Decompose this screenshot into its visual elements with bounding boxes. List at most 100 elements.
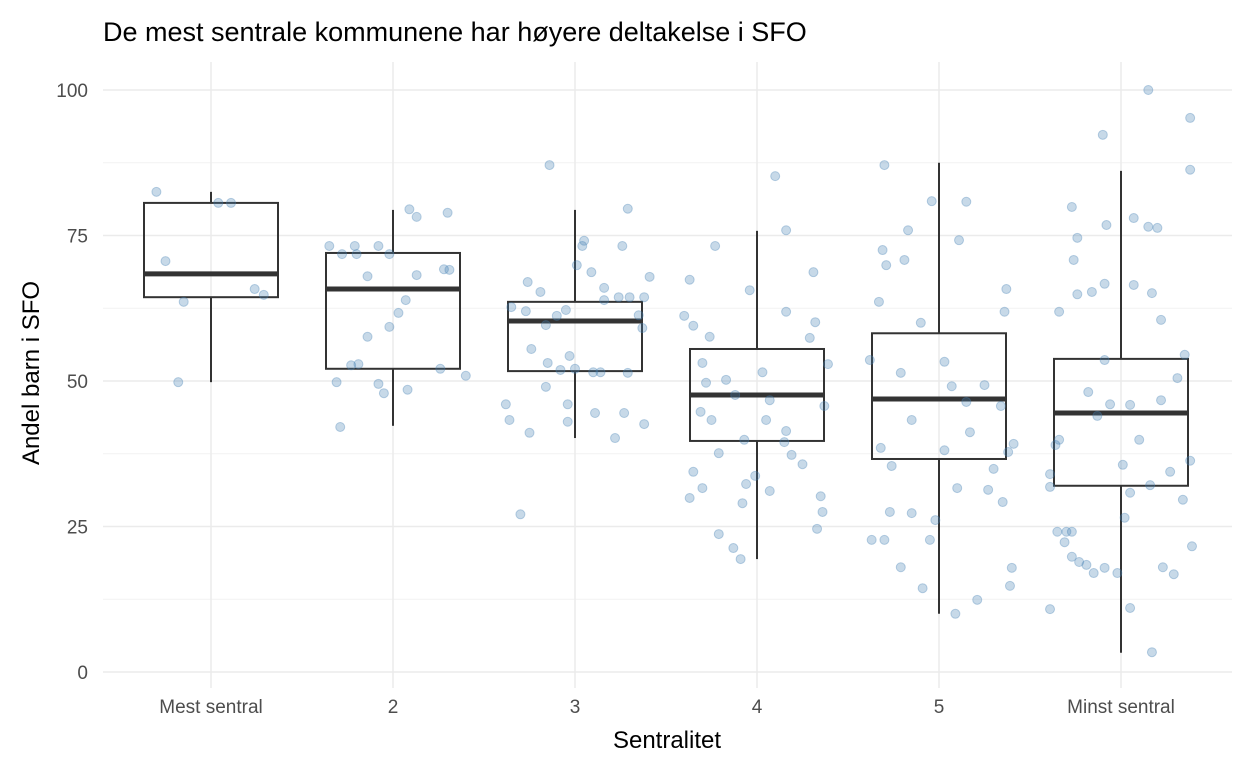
data-point — [1066, 201, 1077, 212]
data-point — [730, 389, 741, 400]
data-point — [815, 491, 826, 502]
data-point — [411, 211, 422, 222]
data-point — [917, 583, 928, 594]
data-point — [706, 414, 717, 425]
data-point — [1045, 604, 1056, 615]
box — [507, 300, 643, 373]
data-point — [688, 466, 699, 477]
data-point — [995, 401, 1006, 412]
x-tick-label: 5 — [934, 697, 945, 718]
data-point — [895, 562, 906, 573]
data-point — [644, 271, 655, 282]
data-point — [335, 421, 346, 432]
data-point — [524, 427, 535, 438]
data-point — [737, 498, 748, 509]
data-point — [540, 320, 551, 331]
data-point — [1081, 559, 1092, 570]
data-point — [808, 267, 819, 278]
data-point — [1008, 438, 1019, 449]
data-point — [750, 470, 761, 481]
box — [1053, 357, 1189, 487]
data-point — [819, 401, 830, 412]
data-point — [1125, 487, 1136, 498]
data-point — [701, 377, 712, 388]
data-point — [1185, 455, 1196, 466]
data-point — [939, 445, 950, 456]
data-point — [1097, 129, 1108, 140]
data-point — [1066, 551, 1077, 562]
chart-title: De mest sentrale kommunene har høyere de… — [103, 17, 807, 47]
data-point — [961, 196, 972, 207]
data-point — [1050, 440, 1061, 451]
data-point — [1099, 562, 1110, 573]
data-point — [639, 292, 650, 303]
data-point — [713, 448, 724, 459]
data-point — [1177, 494, 1188, 505]
data-point — [679, 310, 690, 321]
data-point — [173, 377, 184, 388]
data-point — [817, 506, 828, 517]
data-point — [324, 240, 335, 251]
data-point — [952, 483, 963, 494]
data-point — [460, 370, 471, 381]
data-point — [160, 256, 171, 267]
data-point — [613, 292, 624, 303]
data-point — [595, 367, 606, 378]
data-point — [1066, 526, 1077, 537]
data-point — [351, 249, 362, 260]
data-point — [1125, 602, 1136, 613]
data-point — [781, 306, 792, 317]
data-point — [695, 406, 706, 417]
data-point — [588, 367, 599, 378]
data-point — [1105, 399, 1116, 410]
data-point — [864, 355, 875, 366]
data-point — [1003, 447, 1014, 458]
data-point — [1172, 373, 1183, 384]
data-point — [624, 292, 635, 303]
data-point — [1165, 466, 1176, 477]
data-point — [226, 197, 237, 208]
data-point — [988, 463, 999, 474]
data-point — [346, 360, 357, 371]
data-point — [739, 434, 750, 445]
data-point — [1185, 164, 1196, 175]
data-point — [961, 396, 972, 407]
data-point — [930, 515, 941, 526]
box — [871, 332, 1007, 460]
y-tick-label: 50 — [67, 372, 88, 393]
data-point — [906, 508, 917, 519]
data-point — [875, 442, 886, 453]
data-point — [1186, 541, 1197, 552]
data-point — [622, 203, 633, 214]
data-point — [526, 343, 537, 354]
data-point — [964, 427, 975, 438]
data-point — [1004, 580, 1015, 591]
boxes — [143, 162, 1189, 653]
data-point — [1157, 562, 1168, 573]
data-point — [562, 416, 573, 427]
data-point — [384, 321, 395, 332]
data-point — [522, 277, 533, 288]
data-point — [1143, 221, 1154, 232]
data-point — [881, 260, 892, 271]
data-point — [950, 608, 961, 619]
data-point — [1179, 349, 1190, 360]
data-point — [258, 289, 269, 300]
data-point — [622, 367, 633, 378]
data-point — [710, 240, 721, 251]
data-point — [744, 285, 755, 296]
x-axis-title: Sentralitet — [613, 727, 721, 754]
data-point — [757, 367, 768, 378]
data-point — [786, 449, 797, 460]
data-point — [1099, 278, 1110, 289]
data-point — [535, 286, 546, 297]
x-tick-label: 4 — [752, 697, 763, 718]
data-point — [688, 320, 699, 331]
data-point — [1074, 557, 1085, 568]
y-tick-label: 75 — [67, 227, 88, 248]
data-point — [684, 492, 695, 503]
data-point — [1156, 395, 1167, 406]
data-point — [633, 310, 644, 321]
data-point — [373, 378, 384, 389]
